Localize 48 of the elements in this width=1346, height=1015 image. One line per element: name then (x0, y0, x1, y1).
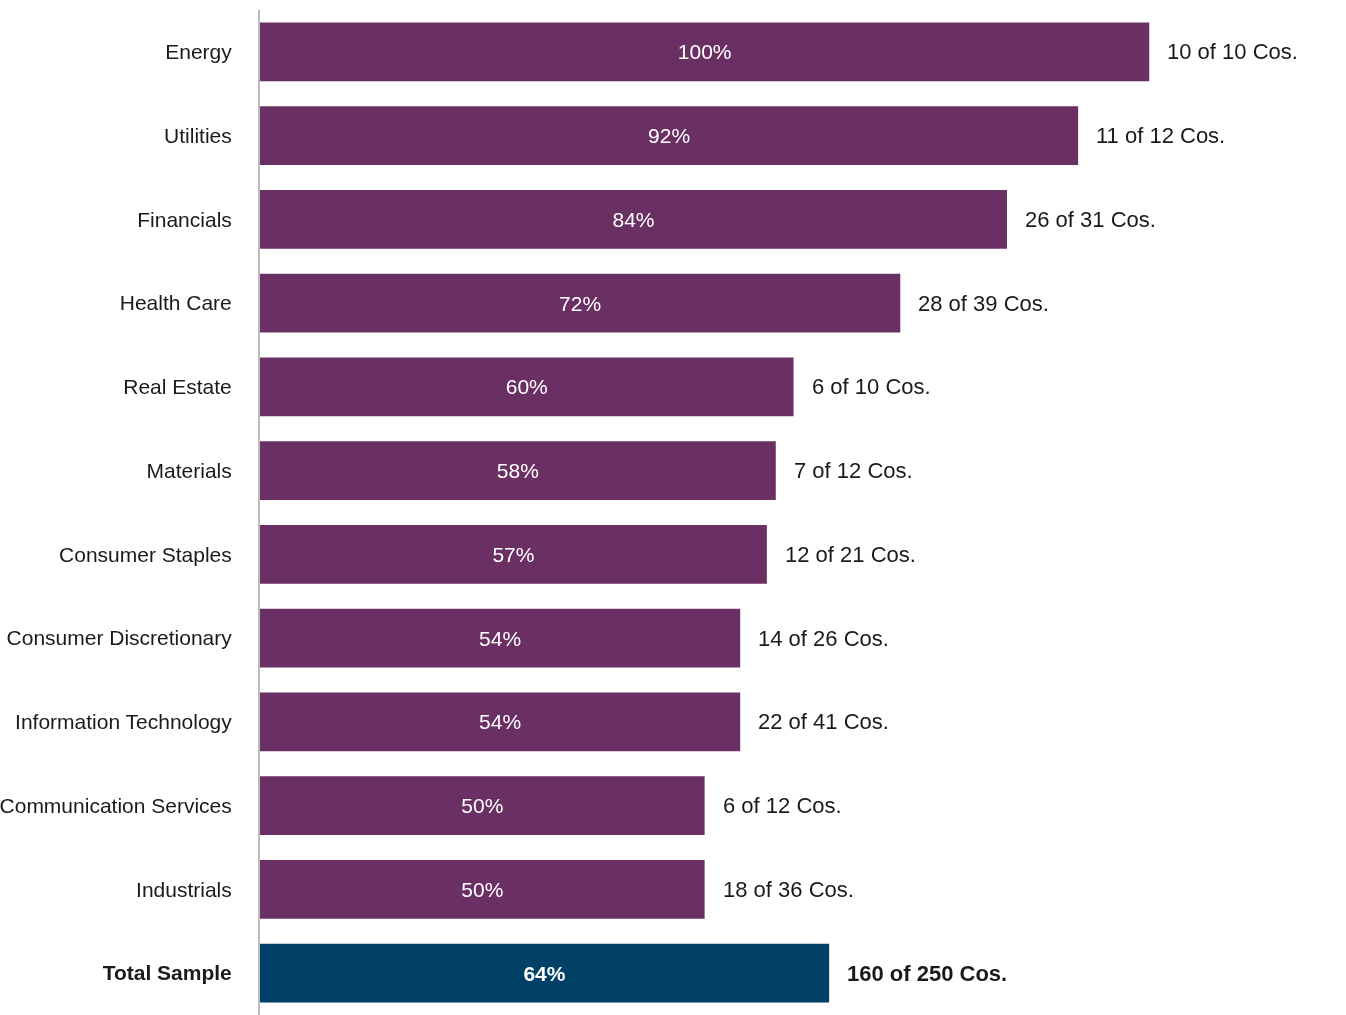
bar (260, 106, 1079, 165)
bar (260, 22, 1150, 82)
y-tick-label: Health Care (119, 291, 232, 315)
annotation: 28 of 39 Cos. (918, 291, 1049, 316)
annotation: 26 of 31 Cos. (1025, 207, 1156, 232)
y-tick-label: Communication Services (0, 793, 232, 817)
y-tick-label: Materials (146, 458, 232, 482)
annotation: 10 of 10 Cos. (1167, 39, 1298, 64)
bar (260, 776, 705, 835)
bar (260, 190, 1007, 249)
y-tick-label: Real Estate (123, 375, 232, 399)
y-tick-label: Consumer Staples (59, 542, 232, 566)
data-label: 92% (648, 124, 691, 148)
y-tick-label: Total Sample (102, 961, 232, 985)
data-label: 54% (479, 626, 522, 650)
annotation: 6 of 12 Cos. (723, 793, 842, 818)
bar (260, 357, 794, 417)
data-label: 100% (677, 40, 732, 64)
bar (260, 692, 741, 752)
bar (260, 441, 776, 500)
data-label: 57% (492, 542, 535, 566)
annotation: 12 of 21 Cos. (785, 542, 916, 567)
y-tick-label: Utilities (164, 123, 232, 147)
y-tick-label: Energy (165, 40, 233, 64)
y-tick-label: Information Technology (15, 710, 233, 734)
bar (260, 525, 767, 584)
bar (260, 273, 901, 333)
y-tick-label: Financials (137, 207, 232, 231)
annotation: 14 of 26 Cos. (758, 626, 889, 651)
annotation: 18 of 36 Cos. (723, 877, 854, 902)
annotation: 22 of 41 Cos. (758, 709, 889, 734)
data-label: 50% (461, 794, 504, 818)
bar (260, 943, 830, 1003)
annotation: 160 of 250 Cos. (847, 961, 1008, 986)
y-tick-label: Industrials (136, 877, 232, 901)
data-label: 72% (559, 291, 602, 315)
annotation: 7 of 12 Cos. (794, 458, 913, 483)
data-label: 54% (479, 710, 522, 734)
annotation: 6 of 10 Cos. (812, 374, 931, 399)
data-label: 50% (461, 877, 504, 901)
y-tick-label: Consumer Discretionary (6, 626, 233, 650)
data-label: 60% (505, 375, 548, 399)
data-label: 64% (523, 961, 566, 985)
bar (260, 860, 705, 919)
annotation: 11 of 12 Cos. (1096, 123, 1226, 148)
data-label: 58% (496, 459, 539, 483)
data-label: 84% (612, 207, 655, 231)
bar (260, 608, 741, 668)
